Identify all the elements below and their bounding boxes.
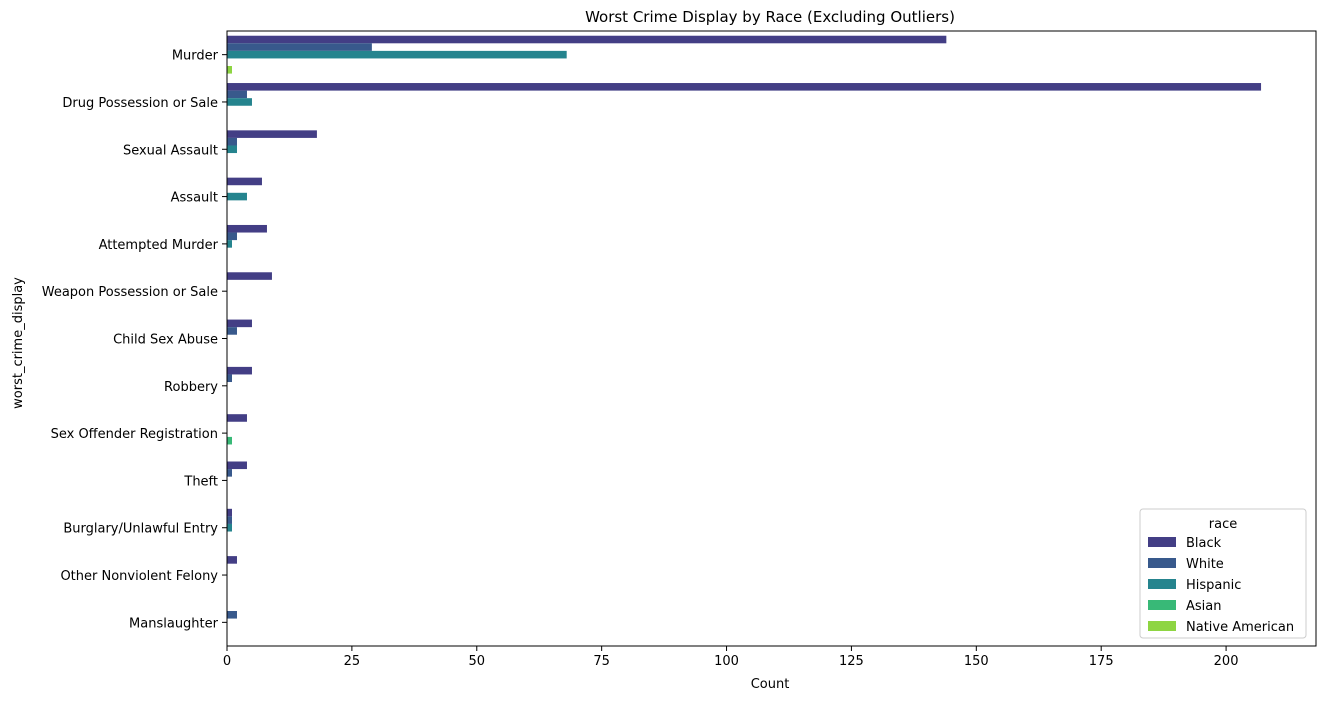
bar-black-3 [227, 177, 262, 186]
x-axis-label: Count [751, 677, 790, 692]
chart-title: Worst Crime Display by Race (Excluding O… [585, 8, 955, 26]
bar-white-2 [227, 137, 237, 146]
legend-box [1139, 508, 1307, 639]
y-tick-label: Assault [171, 191, 218, 206]
legend-label: Asian [1186, 599, 1221, 614]
bar-black-5 [227, 272, 272, 280]
y-tick-label: Attempted Murder [99, 238, 219, 253]
x-tick-label: 200 [1214, 654, 1239, 669]
y-tick-label: Robbery [164, 380, 218, 395]
axes-layer: 0 25 50 75 100 125 150 175 200 Murder Drug Possess… [42, 30, 1317, 669]
y-tick-label: Weapon Possession or Sale [42, 285, 218, 300]
legend-swatch-native-american [1148, 621, 1176, 631]
legend-label: Native American [1186, 620, 1294, 635]
bar-black-6 [227, 319, 252, 328]
x-tick-label: 100 [714, 654, 739, 669]
bar-black-7 [227, 366, 252, 375]
bar-black-8 [227, 414, 247, 422]
x-tick-label: 150 [964, 654, 989, 669]
bar-asian-8 [227, 436, 232, 445]
bar-hispanic-10 [227, 523, 232, 532]
bar-hispanic-1 [227, 98, 252, 106]
bar-white-12 [227, 610, 237, 619]
legend-label: Hispanic [1186, 578, 1241, 593]
bar-white-0 [227, 43, 372, 51]
bar-hispanic-3 [227, 192, 247, 201]
y-tick-label: Child Sex Abuse [113, 333, 218, 348]
y-tick-label: Sex Offender Registration [51, 427, 218, 442]
legend-swatch-asian [1148, 600, 1176, 610]
x-tick-label: 50 [468, 654, 485, 669]
y-tick-label: Murder [172, 49, 219, 64]
bars-layer [227, 35, 1262, 619]
legend: race Black White Hispanic Asian Native Americ… [1139, 508, 1307, 639]
y-tick-label: Burglary/Unlawful Entry [63, 522, 218, 537]
bar-black-9 [227, 461, 247, 470]
bar-native-american-0 [227, 66, 232, 74]
bar-white-6 [227, 327, 237, 335]
x-tick-label: 175 [1089, 654, 1114, 669]
bar-black-4 [227, 224, 267, 233]
bar-white-9 [227, 469, 232, 477]
legend-swatch-hispanic [1148, 579, 1176, 589]
bar-hispanic-2 [227, 145, 237, 154]
y-tick-label: Drug Possession or Sale [62, 96, 218, 111]
x-tick-label: 0 [223, 654, 231, 669]
legend-title: race [1209, 517, 1237, 532]
bar-hispanic-4 [227, 240, 232, 248]
bar-white-7 [227, 374, 232, 383]
bar-black-1 [227, 83, 1262, 91]
y-tick-label: Sexual Assault [123, 143, 218, 158]
x-tick-label: 125 [839, 654, 864, 669]
y-tick-label: Manslaughter [129, 616, 219, 631]
bar-black-2 [227, 130, 317, 138]
legend-swatch-white [1148, 558, 1176, 568]
legend-label: White [1186, 557, 1224, 572]
bar-white-1 [227, 90, 247, 99]
y-tick-label: Other Nonviolent Felony [60, 569, 218, 584]
bar-black-11 [227, 556, 237, 564]
legend-swatch-black [1148, 537, 1176, 547]
bar-black-10 [227, 508, 232, 517]
bar-white-10 [227, 516, 232, 524]
y-tick-label: Theft [183, 474, 218, 489]
bar-hispanic-0 [227, 50, 567, 59]
bar-black-0 [227, 35, 947, 44]
bar-white-4 [227, 232, 237, 241]
x-tick-label: 75 [593, 654, 610, 669]
y-axis-label: worst_crime_display [11, 277, 26, 409]
legend-label: Black [1186, 536, 1222, 551]
x-tick-label: 25 [344, 654, 361, 669]
